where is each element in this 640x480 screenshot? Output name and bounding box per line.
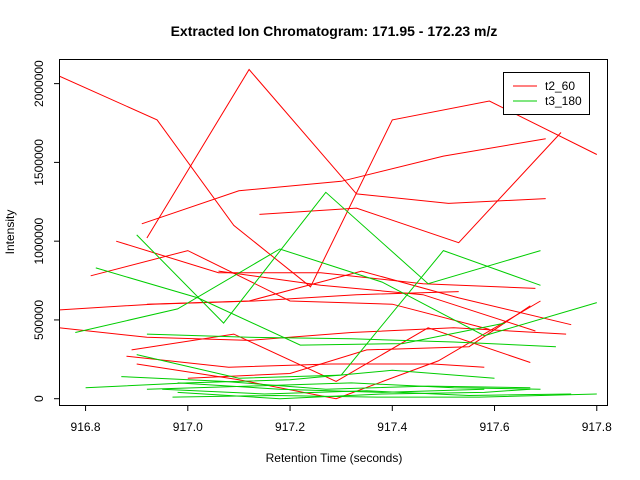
y-tick-label: 1500000 <box>32 139 46 186</box>
series-line-t3_180-20 <box>85 369 495 389</box>
series-line-t2_60-7 <box>218 270 536 332</box>
series-line-t2_60-3 <box>141 138 546 225</box>
series-line-t2_60-1 <box>60 75 598 288</box>
series-line-t3_180-17 <box>95 267 505 346</box>
y-axis: 0 500000 1000000 1500000 2000000 <box>32 60 60 402</box>
x-tick-label: 917.8 <box>582 420 612 434</box>
series-line-t3_180-18 <box>146 333 556 348</box>
y-axis-label: Intensity <box>3 210 17 255</box>
x-tick-label: 917.2 <box>275 420 305 434</box>
x-axis-label: Retention Time (seconds) <box>266 451 403 465</box>
y-tick-label: 1000000 <box>32 217 46 264</box>
series-line-t2_60-10 <box>60 327 567 341</box>
legend-label: t3_180 <box>545 94 582 108</box>
series-line-t3_180-24 <box>177 388 531 400</box>
x-tick-label: 917.0 <box>173 420 203 434</box>
x-tick-label: 916.8 <box>71 420 101 434</box>
series-line-t2_60-11 <box>131 327 531 382</box>
series-line-t3_180-21 <box>121 376 531 390</box>
series-line-t3_180-22 <box>162 388 572 397</box>
plot-frame <box>59 59 608 406</box>
series-line-t2_60-14 <box>136 300 541 400</box>
y-tick-label: 2000000 <box>32 60 46 107</box>
y-tick-label: 0 <box>32 395 46 402</box>
series-line-t2_60-2 <box>146 68 546 239</box>
series-line-t3_180-16 <box>136 191 541 324</box>
x-tick-label: 917.6 <box>480 420 510 434</box>
series-line-t2_60-5 <box>90 250 490 330</box>
series-line-t2_60-12 <box>126 355 485 368</box>
series-line-t3_180-26 <box>177 382 485 393</box>
series-line-t2_60-8 <box>60 291 459 311</box>
series-line-t2_60-9 <box>146 270 572 326</box>
legend-label: t2_60 <box>545 79 575 93</box>
series-line-t3_180-15 <box>75 248 597 337</box>
plot-lines <box>60 68 598 400</box>
series-line-t2_60-4 <box>259 132 562 244</box>
x-tick-label: 917.4 <box>377 420 407 434</box>
series-line-t2_60-6 <box>116 240 536 289</box>
x-axis: 916.8 917.0 917.2 917.4 917.6 917.8 <box>71 405 612 434</box>
y-tick-label: 500000 <box>32 300 46 340</box>
series-line-t2_60-13 <box>187 305 531 379</box>
legend-box <box>503 72 590 115</box>
series-line-t3_180-25 <box>146 382 541 390</box>
chart-title: Extracted Ion Chromatogram: 171.95 - 172… <box>171 23 498 39</box>
